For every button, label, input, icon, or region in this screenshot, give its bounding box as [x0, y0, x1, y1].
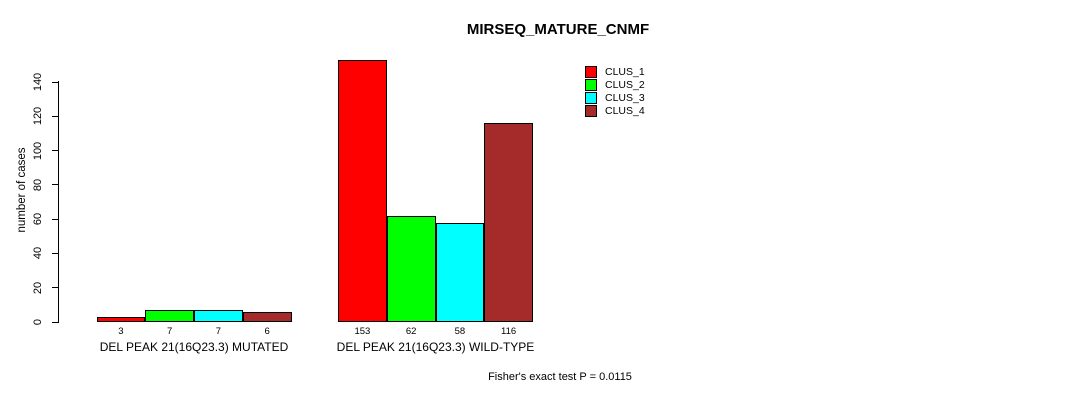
bar-clus_2-group1: [145, 310, 194, 322]
y-tick: [52, 150, 59, 152]
bar-value-label: 62: [405, 326, 417, 337]
bar-value-label: 116: [501, 326, 517, 337]
y-tick: [52, 218, 59, 220]
y-tick-label: 0: [32, 318, 44, 326]
bar-clus_4-group2: [484, 123, 533, 322]
y-tick-label: 100: [32, 141, 44, 160]
bar-value-label: 6: [264, 326, 270, 337]
bar-value-label: 3: [118, 326, 124, 337]
y-tick: [52, 252, 59, 254]
bar-value-label: 58: [454, 326, 466, 337]
bar-clus_3-group2: [435, 222, 485, 322]
x-group-label: DEL PEAK 21(16Q23.3) WILD-TYPE: [336, 340, 535, 354]
bar-clus_1-group1: [96, 316, 146, 322]
bar-value-label: 7: [166, 326, 173, 337]
y-tick-label: 60: [32, 213, 44, 226]
annotation-text: Fisher's exact test P = 0.0115: [488, 371, 632, 383]
legend-swatch: [585, 65, 597, 78]
y-tick: [52, 321, 59, 323]
y-tick: [52, 115, 59, 117]
chart-title: MIRSEQ_MATURE_CNMF: [466, 21, 650, 38]
legend-item: CLUS_3: [585, 91, 645, 104]
legend-label: CLUS_1: [605, 65, 645, 78]
legend-label: CLUS_2: [605, 78, 645, 91]
legend-label: CLUS_4: [605, 104, 645, 117]
bar-clus_3-group1: [194, 310, 243, 322]
y-tick: [52, 81, 59, 83]
bar-clus_1-group2: [338, 59, 387, 322]
bar-value-label: 153: [354, 326, 371, 337]
y-tick: [52, 287, 59, 289]
y-tick-label: 40: [32, 247, 44, 260]
y-axis-line: [58, 81, 59, 323]
bar-clus_4-group1: [242, 311, 292, 322]
y-axis-label: number of cases: [16, 147, 28, 233]
bar-clus_2-group2: [386, 215, 436, 322]
legend-item: CLUS_1: [585, 65, 645, 78]
y-tick-label: 120: [32, 107, 44, 126]
y-tick-label: 140: [32, 72, 44, 92]
bar-value-label: 7: [215, 326, 222, 337]
y-tick-label: 20: [32, 281, 44, 294]
legend-item: CLUS_4: [585, 104, 645, 117]
legend-swatch: [585, 104, 597, 117]
legend-swatch: [585, 78, 597, 91]
x-group-label: DEL PEAK 21(16Q23.3) MUTATED: [99, 340, 289, 354]
y-tick-label: 80: [32, 178, 44, 191]
legend-label: CLUS_3: [605, 91, 645, 104]
y-tick: [52, 184, 59, 186]
legend-swatch: [585, 91, 597, 104]
legend-item: CLUS_2: [585, 78, 645, 91]
